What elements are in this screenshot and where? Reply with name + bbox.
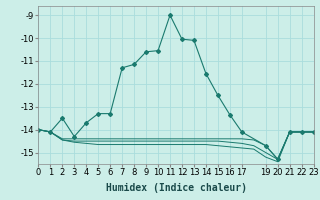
- X-axis label: Humidex (Indice chaleur): Humidex (Indice chaleur): [106, 183, 246, 193]
